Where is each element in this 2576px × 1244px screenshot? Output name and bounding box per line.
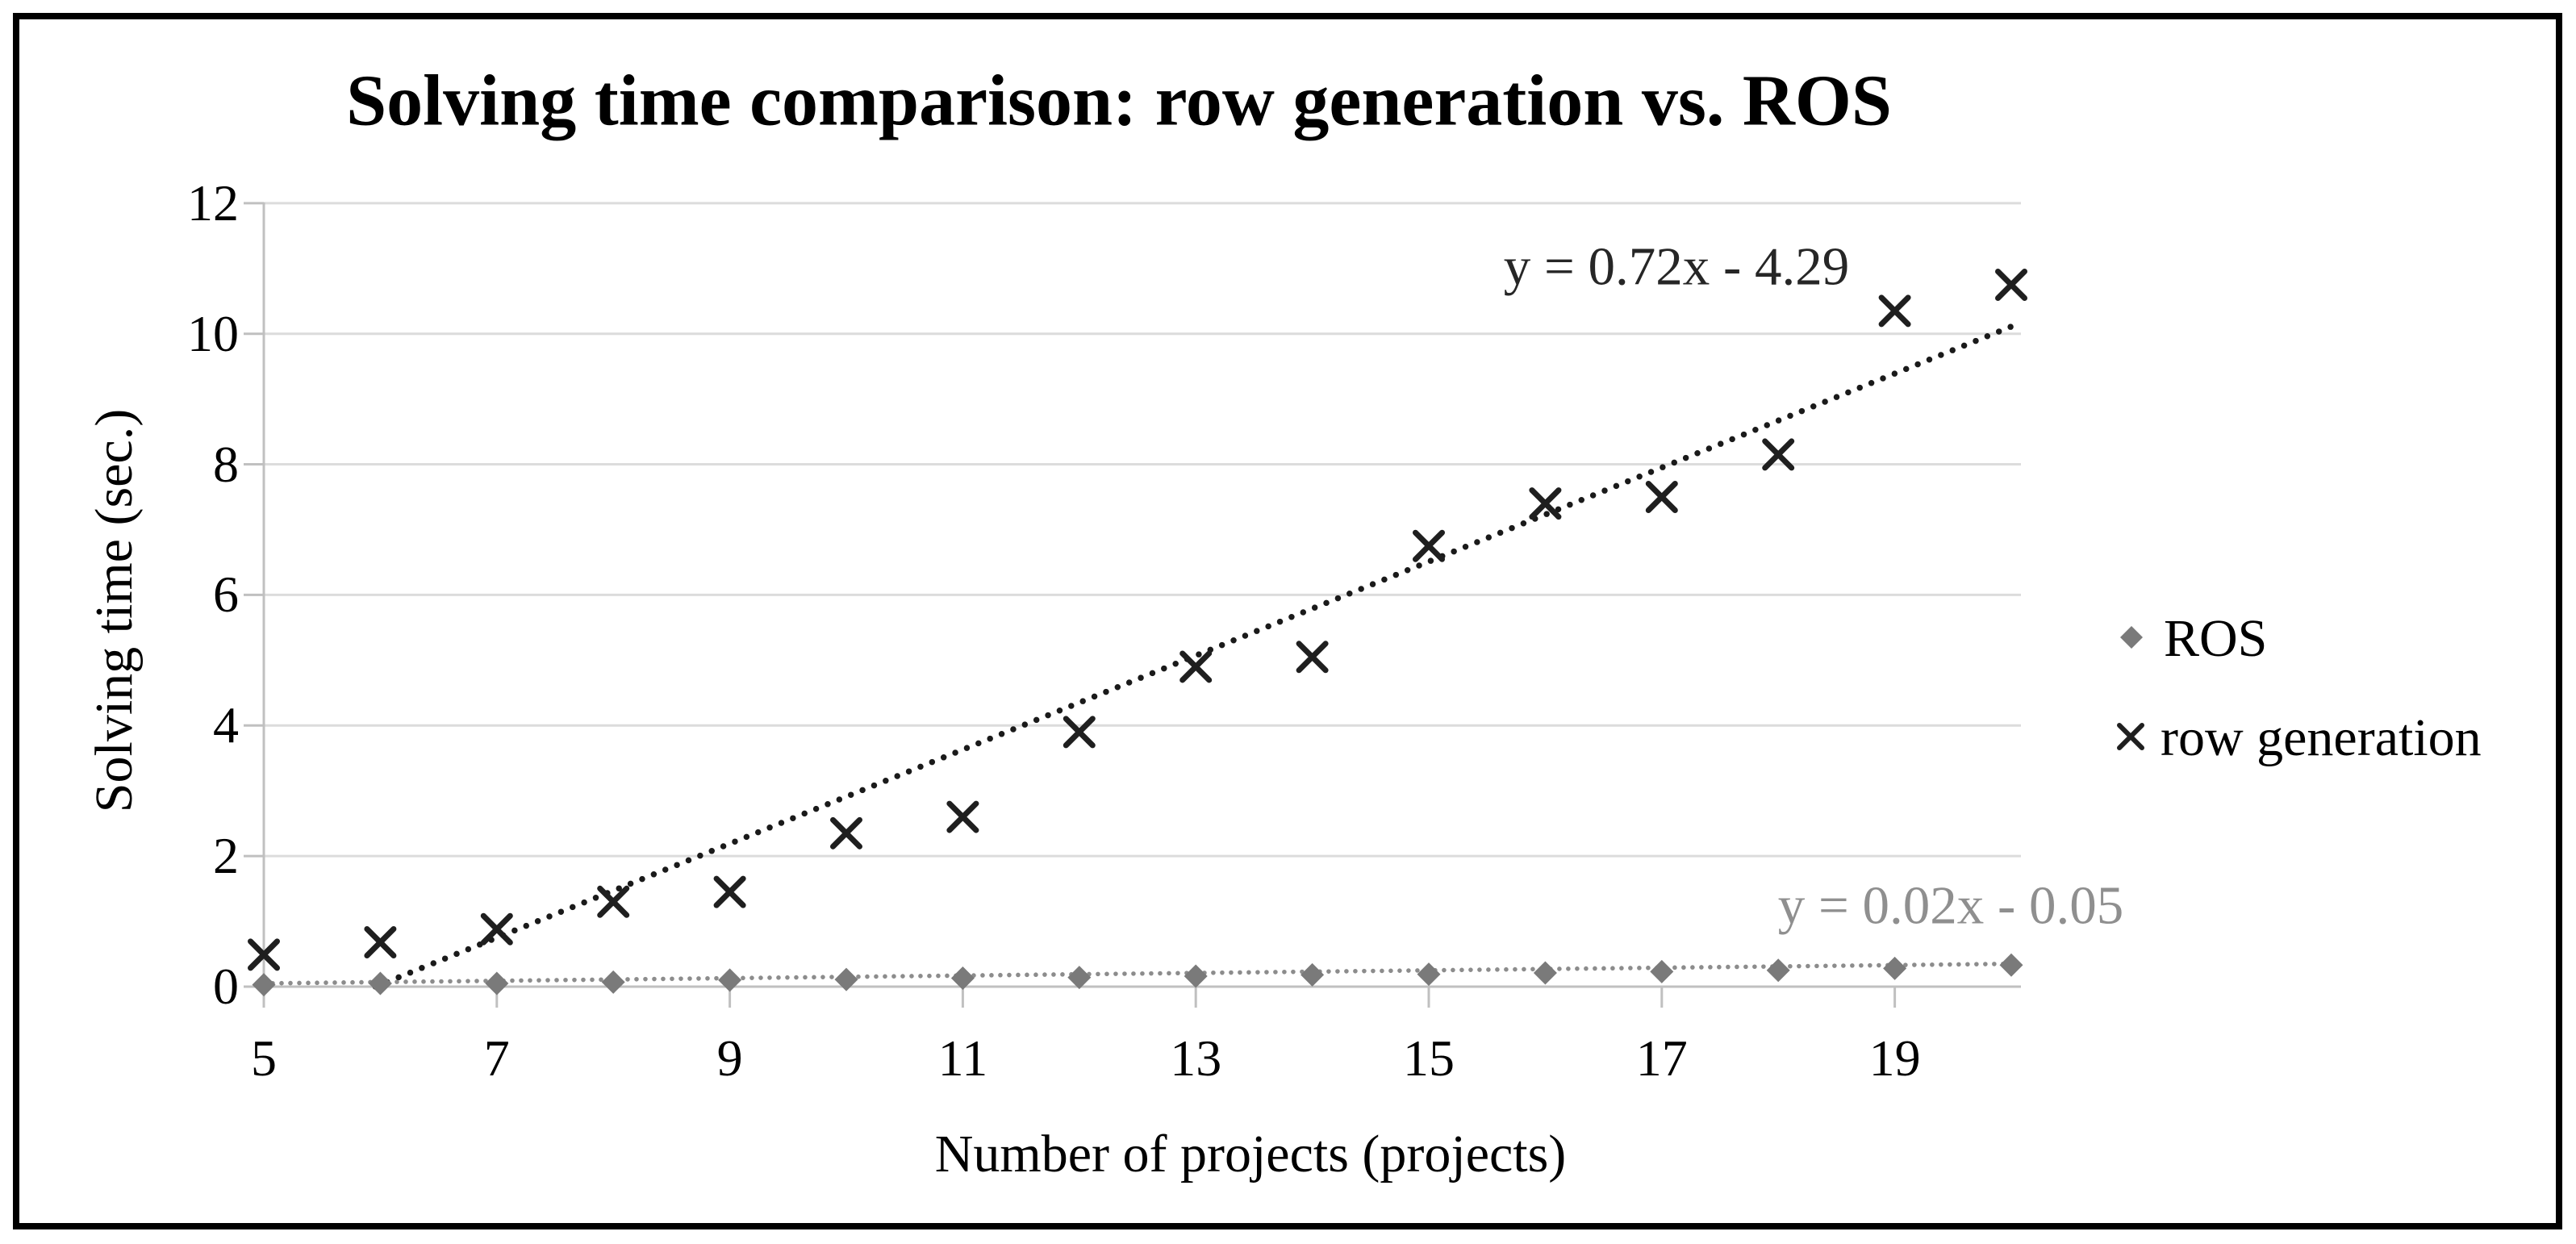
ros-point [1067,966,1092,990]
y-axis-title: Solving time (sec.) [85,408,144,813]
row-generation-point [1645,481,1678,514]
ros-trendline [261,961,2023,986]
x-axis-title: Number of projects (projects) [934,1125,1567,1183]
row-generation-point [1529,487,1562,520]
legend-row-generation-x-icon [2117,723,2144,750]
x-tick-label: 19 [1868,1029,1921,1087]
ros-point [1766,958,1790,983]
legend-label-ros: ROS [2164,609,2268,668]
ros-point [718,968,742,992]
chart-title: Solving time comparison: row generation … [346,61,1892,141]
x-tick-label: 5 [251,1029,277,1087]
row-generation-point [597,885,630,918]
y-tick-label: 6 [213,566,239,624]
y-tick-label: 10 [187,304,239,362]
row-generation-series [248,269,2027,971]
row-generation-point [946,800,979,833]
row-generation-point [248,938,280,971]
y-tick-label: 2 [213,827,239,885]
ros-point [950,966,975,990]
ros-point [1184,964,1208,988]
row-generation-point [1296,641,1329,674]
ros-point [252,973,276,997]
row-generation-point [1413,529,1445,562]
outer-frame [13,13,2562,1229]
ros-point [368,971,392,996]
row-generation-point [713,875,746,908]
ros-point [485,971,509,996]
trendline-equation-ros: y = 0.02x - 0.05 [1777,875,2124,936]
ros-point [834,967,858,991]
row-generation-point [1063,716,1096,749]
tick-marks [244,202,1897,1008]
row-generation-point [364,925,397,958]
x-tick-label: 13 [1170,1029,1222,1087]
trendline-equation-row-generation: y = 0.72x - 4.29 [1503,236,1850,297]
row-generation-point [1762,438,1795,471]
y-tick-label: 12 [187,173,239,232]
x-tick-label: 11 [937,1029,988,1087]
y-tick-label: 8 [213,435,239,493]
legend-label-row-generation: row generation [2161,708,2482,767]
row-generation-point [830,816,862,850]
ros-point [1650,959,1674,983]
row-generation-point [1878,294,1911,328]
ros-series [252,953,2023,997]
gridlines [264,202,2021,858]
ros-point [1301,962,1325,987]
x-tick-label: 9 [716,1029,743,1087]
ros-point [1883,956,1907,980]
ros-point [1999,953,2023,977]
row-generation-point [480,912,513,946]
row-generation-point [1995,269,2027,302]
x-tick-label: 7 [483,1029,510,1087]
row-generation-point [1179,650,1213,683]
legend-ros-diamond-icon [2120,626,2143,649]
x-tick-label: 15 [1403,1029,1455,1087]
ros-point [601,970,625,994]
row-generation-trendline [372,321,2019,990]
y-tick-label: 0 [213,958,239,1015]
ros-point [1533,961,1557,985]
ros-point [1417,962,1441,987]
x-tick-label: 17 [1635,1029,1688,1087]
y-tick-label: 4 [213,696,239,754]
